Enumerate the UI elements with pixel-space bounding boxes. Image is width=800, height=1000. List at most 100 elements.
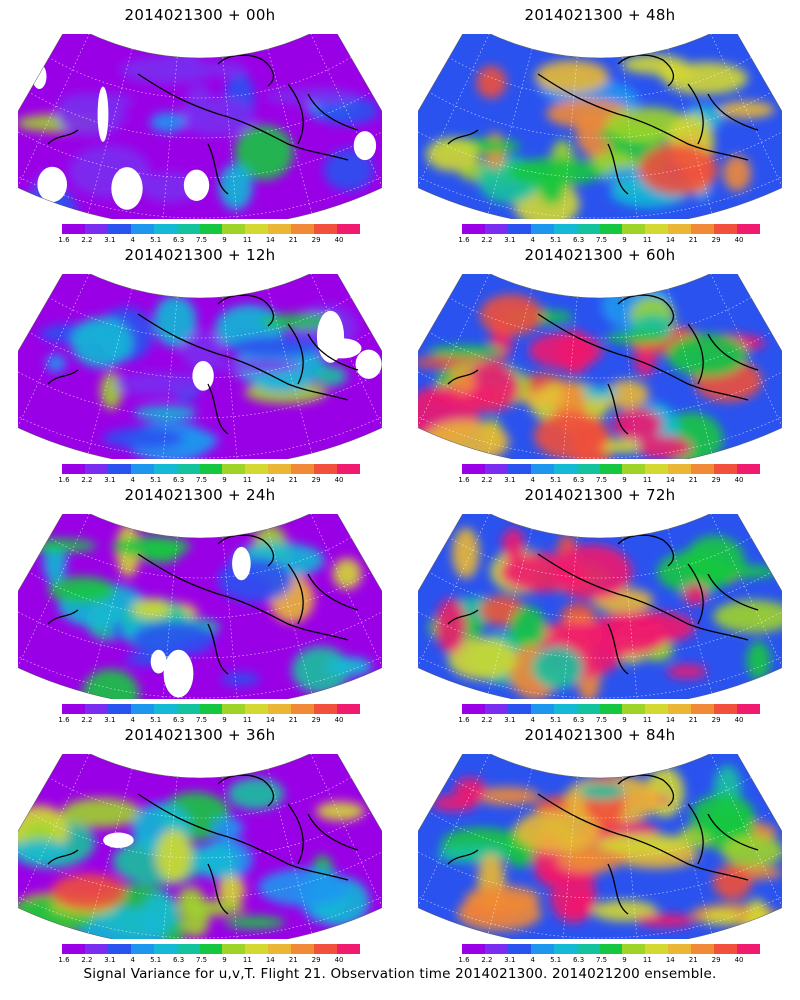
longitude-line [310,514,382,668]
latitude-line [18,514,382,619]
variance-blob [508,157,602,187]
latitude-line [418,754,782,859]
colorbar-label: 1.6 [458,716,470,724]
variance-map [418,274,782,459]
longitude-line [18,274,90,428]
colorbar-swatch [62,464,85,474]
colorbar-swatch [599,704,623,714]
colorbar-swatch [622,944,646,954]
colorbar-swatch [462,944,485,954]
colorbar-label: 6.3 [573,716,585,724]
colorbar-label: 9 [622,956,627,964]
colorbar-swatch [714,224,738,234]
colorbar-swatch [337,224,360,234]
colorbar-swatch [622,704,646,714]
map-panel: 2014021300 + 24h 1.6 2.2 3.1 4 5.1 6.3 7.5 9 11 14… [0,480,400,725]
variance-blob [684,535,745,587]
colorbar-swatch [245,944,269,954]
colorbar-swatch [314,464,338,474]
colorbar-swatch [576,704,600,714]
map-panel: 2014021300 + 36h 1.6 2.2 3.1 4 5.1 6.3 7.5 9 11 14… [0,720,400,965]
longitude-line [622,536,638,699]
variance-blob [682,583,708,606]
colorbar-swatch [737,704,760,714]
colorbar-label: 21 [688,476,698,484]
variance-blob [702,909,743,925]
variance-blob [45,354,67,373]
panel-title: 2014021300 + 48h [524,6,676,24]
longitude-line [222,536,238,699]
colorbar-label: 14 [265,476,275,484]
coastline [47,54,359,195]
colorbar-label: 3.1 [504,236,516,244]
colorbar-label: 14 [265,716,275,724]
colorbar-swatch [714,944,738,954]
colorbar-label: 6.3 [573,956,585,964]
variance-blob [207,359,302,373]
colorbar-swatch [553,944,577,954]
variance-blob [82,669,140,699]
longitude-line [562,56,578,219]
map-border [18,754,382,939]
colorbar-swatch [337,944,360,954]
colorbar-label: 3.1 [104,476,116,484]
colorbar-swatch [484,464,508,474]
variance-blob [604,380,649,409]
map-border [418,754,782,939]
colorbar [62,704,360,714]
colorbar-label: 4 [130,956,135,964]
panel-title: 2014021300 + 36h [124,726,276,744]
colorbar-swatch [530,464,554,474]
colorbar-swatch [337,704,360,714]
colorbar-label: 2.2 [481,236,493,244]
variance-blob [605,331,670,344]
variance-blob [431,794,479,812]
variance-blob [173,900,246,916]
coastline [447,294,759,435]
colorbar-label: 40 [734,476,744,484]
colorbar-swatch [176,704,200,714]
latitude-line [18,34,382,139]
longitude-line [310,34,382,188]
colorbar-label: 4 [530,956,535,964]
map-border [18,514,382,699]
variance-blob [690,793,755,841]
coastline [47,774,359,915]
colorbar-label: 7.5 [595,236,608,244]
variance-blob [532,645,584,689]
coastline [447,534,759,675]
colorbar-swatch [553,704,577,714]
colorbar-label: 5.1 [150,236,162,244]
variance-blob [476,65,507,99]
colorbar-swatch [268,944,292,954]
colorbar-label: 21 [288,476,298,484]
longitude-line [162,296,178,459]
map-panel: 2014021300 + 12h 1.6 2.2 3.1 4 5.1 6.3 7.5 9 11 14… [0,240,400,485]
colorbar-label: 2.2 [481,956,493,964]
panel-title: 2014021300 + 60h [524,246,676,264]
colorbar-swatch [268,464,292,474]
variance-blob [58,93,135,109]
variance-blob [534,60,610,94]
variance-map [418,34,782,219]
colorbar-swatch [153,944,177,954]
variance-blob [597,833,690,855]
variance-blob [193,843,239,879]
variance-blob [746,641,771,680]
longitude-line [162,56,178,219]
colorbar-label: 14 [265,956,275,964]
variance-blob [102,427,185,449]
colorbar-swatch [84,464,108,474]
colorbar-swatch [199,464,223,474]
colorbar-label: 40 [734,956,744,964]
colorbar-label: 6.3 [173,476,185,484]
colorbar-swatch [199,224,223,234]
colorbar-label: 1.6 [458,476,470,484]
variance-blob [578,782,626,801]
longitude-line [487,49,533,214]
longitude-line [18,34,90,188]
longitude-line [222,56,238,219]
longitude-line [562,536,578,699]
longitude-line [418,754,490,908]
variance-blob [452,527,480,579]
